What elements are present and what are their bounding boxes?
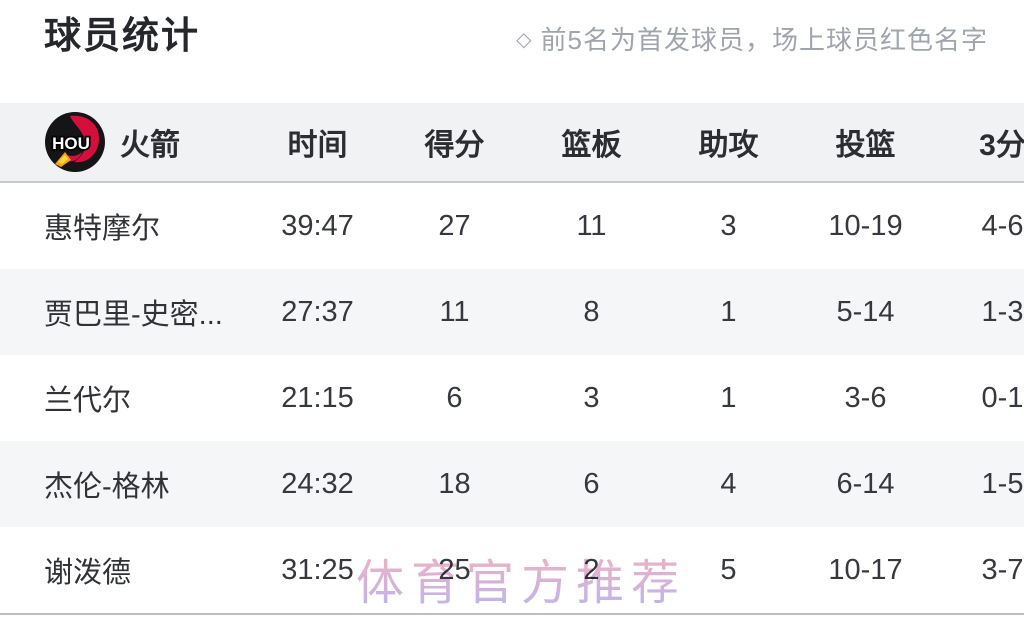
- page-title: 球员统计: [44, 15, 200, 56]
- stat-time: 21:15: [281, 381, 354, 414]
- player-name: 谢泼德: [44, 557, 132, 589]
- table-row[interactable]: 杰伦-格林 24:32 18 6 4 6-14 1-5: [0, 441, 1024, 527]
- player-name: 贾巴里-史密...: [44, 299, 223, 331]
- stat-fg: 5-14: [836, 295, 895, 328]
- col-header-rebounds: 篮板: [561, 129, 622, 162]
- stat-3pt: 3-7: [981, 553, 1024, 586]
- stat-points: 6: [446, 381, 463, 414]
- col-header-fg: 投篮: [835, 129, 896, 162]
- stats-table: HOU 火箭 时间 得分 篮板 助攻 投篮 3分 惠特摩尔 39:47 27 1…: [0, 103, 1024, 615]
- col-header-assists: 助攻: [698, 129, 759, 162]
- stat-3pt: 0-1: [981, 381, 1024, 414]
- stat-points: 25: [438, 553, 471, 586]
- diamond-icon: ◇: [516, 28, 533, 51]
- stat-assists: 1: [720, 295, 737, 328]
- table-row[interactable]: 谢泼德 31:25 25 2 5 10-17 3-7: [0, 527, 1024, 613]
- player-name: 惠特摩尔: [44, 213, 161, 245]
- stat-rebounds: 6: [583, 467, 600, 500]
- col-header-points: 得分: [424, 129, 485, 162]
- stat-time: 39:47: [281, 209, 354, 242]
- col-header-3pt: 3分: [979, 129, 1024, 162]
- player-name: 兰代尔: [44, 385, 132, 417]
- table-row[interactable]: 兰代尔 21:15 6 3 1 3-6 0-1: [0, 355, 1024, 441]
- stat-assists: 3: [720, 209, 737, 242]
- svg-text:HOU: HOU: [52, 134, 90, 153]
- stat-assists: 4: [720, 467, 737, 500]
- team-name: 火箭: [120, 129, 180, 162]
- legend-note-text: 前5名为首发球员，场上球员红色名字: [540, 25, 988, 55]
- stat-time: 24:32: [281, 467, 354, 500]
- section-header: 球员统计 ◇ 前5名为首发球员，场上球员红色名字: [0, 0, 1024, 103]
- stat-3pt: 1-5: [981, 467, 1024, 500]
- table-header-row: HOU 火箭 时间 得分 篮板 助攻 投篮 3分: [0, 103, 1024, 183]
- stat-3pt: 1-3: [981, 295, 1024, 328]
- stat-rebounds: 2: [583, 553, 600, 586]
- stat-points: 18: [438, 467, 471, 500]
- rockets-team-logo-icon: HOU: [45, 112, 105, 172]
- stat-rebounds: 8: [583, 295, 600, 328]
- stat-fg: 3-6: [844, 381, 887, 414]
- stat-time: 31:25: [281, 553, 354, 586]
- stat-assists: 1: [720, 381, 737, 414]
- stat-rebounds: 3: [583, 381, 600, 414]
- stat-3pt: 4-6: [981, 209, 1024, 242]
- team-header-cell: HOU 火箭: [0, 111, 249, 173]
- stat-fg: 10-19: [828, 209, 903, 242]
- stat-assists: 5: [720, 553, 737, 586]
- stat-fg: 6-14: [836, 467, 895, 500]
- stat-fg: 10-17: [828, 553, 903, 586]
- stat-rebounds: 11: [576, 209, 607, 242]
- table-row[interactable]: 惠特摩尔 39:47 27 11 3 10-19 4-6: [0, 183, 1024, 269]
- col-header-time: 时间: [287, 129, 348, 162]
- legend-note: ◇ 前5名为首发球员，场上球员红色名字: [516, 20, 988, 57]
- table-row[interactable]: 贾巴里-史密... 27:37 11 8 1 5-14 1-3: [0, 269, 1024, 355]
- stat-points: 11: [439, 295, 470, 328]
- stat-time: 27:37: [281, 295, 354, 328]
- player-name: 杰伦-格林: [44, 471, 170, 503]
- stat-points: 27: [438, 209, 471, 242]
